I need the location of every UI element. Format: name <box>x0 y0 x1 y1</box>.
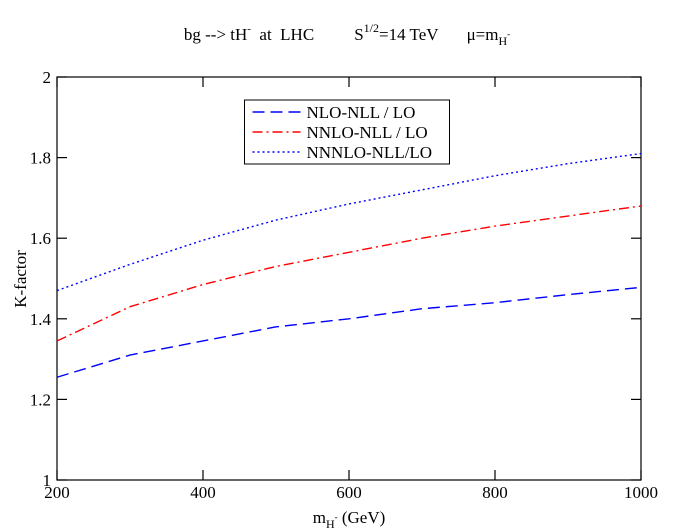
title-part: bg --> tH <box>184 25 247 44</box>
title-part: - <box>507 29 510 39</box>
series-line <box>56 286 642 378</box>
x-tick-label: 400 <box>190 483 216 502</box>
title-part: S <box>354 25 363 44</box>
y-tick-label: 1.6 <box>30 229 51 248</box>
y-tick-label: 1.8 <box>30 149 51 168</box>
y-tick-label: 1 <box>43 471 52 490</box>
title-part: μ=m <box>467 25 499 44</box>
x-tick-label: 200 <box>44 483 70 502</box>
title-part: H <box>499 34 508 48</box>
y-tick-label: 2 <box>43 68 52 87</box>
legend-label: NNNLO-NLL/LO <box>307 143 433 162</box>
title-part: 1/2 <box>364 21 379 35</box>
title-part: =14 TeV <box>379 25 439 44</box>
chart-title: bg --> tH- at LHC S1/2=14 TeV μ=mH- <box>184 21 510 48</box>
x-tick-label: 600 <box>336 483 362 502</box>
title-part: - <box>247 23 251 35</box>
legend-label: NLO-NLL / LO <box>307 103 416 122</box>
series-line <box>56 152 642 292</box>
xlabel-part: H <box>326 517 335 531</box>
series-line <box>56 205 642 342</box>
xlabel-part: - <box>335 512 338 522</box>
y-tick-label: 1.2 <box>30 390 51 409</box>
y-tick-label: 1.4 <box>30 310 52 329</box>
xlabel-part: (GeV) <box>338 508 386 527</box>
x-axis-label: mH- (GeV) <box>313 508 386 531</box>
y-axis-label: K-factor <box>11 250 30 308</box>
legend-label: NNLO-NLL / LO <box>307 123 428 142</box>
xlabel-part: m <box>313 508 326 527</box>
x-tick-label: 800 <box>482 483 508 502</box>
x-tick-label: 1000 <box>624 483 658 502</box>
title-part: at LHC <box>251 25 314 44</box>
